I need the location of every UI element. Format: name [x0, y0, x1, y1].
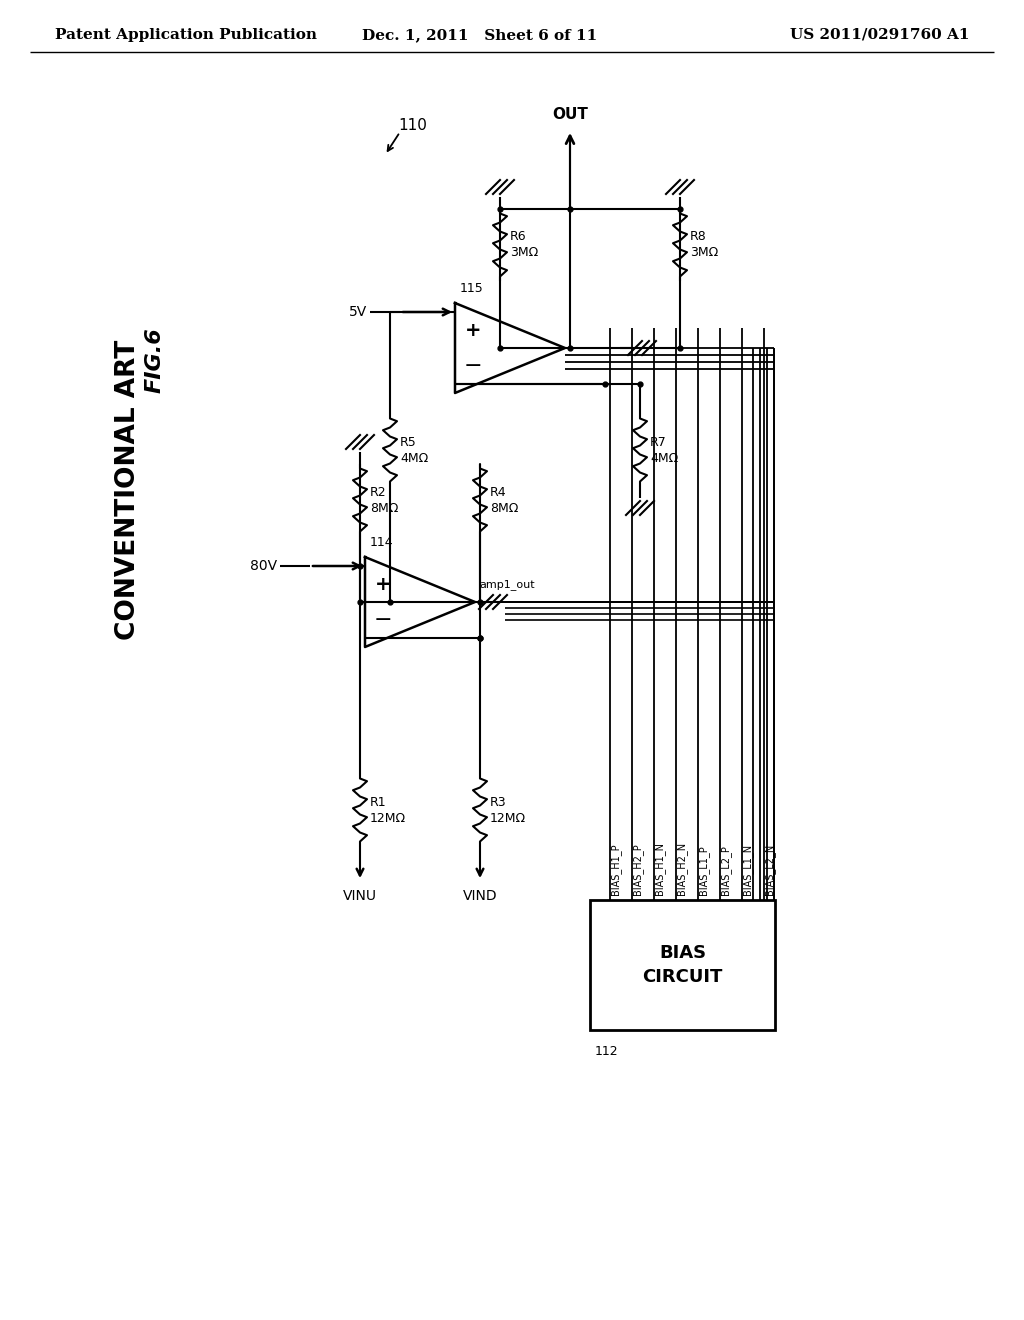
Text: 80V: 80V — [250, 558, 278, 573]
Text: R7: R7 — [650, 436, 667, 449]
Text: BIAS_H1_P: BIAS_H1_P — [610, 843, 621, 895]
Text: R6: R6 — [510, 231, 526, 243]
Text: BIAS_L2_P: BIAS_L2_P — [720, 845, 731, 895]
Text: BIAS_H2_N: BIAS_H2_N — [676, 842, 687, 895]
Text: FIG.6: FIG.6 — [145, 327, 165, 393]
Text: US 2011/0291760 A1: US 2011/0291760 A1 — [791, 28, 970, 42]
Text: 114: 114 — [370, 536, 393, 549]
Text: 8MΩ: 8MΩ — [370, 502, 398, 515]
Text: 8MΩ: 8MΩ — [490, 502, 518, 515]
Text: +: + — [375, 574, 391, 594]
Text: Dec. 1, 2011   Sheet 6 of 11: Dec. 1, 2011 Sheet 6 of 11 — [362, 28, 598, 42]
Text: 3MΩ: 3MΩ — [510, 247, 539, 260]
Text: R4: R4 — [490, 486, 507, 499]
Text: BIAS_L1_N: BIAS_L1_N — [742, 843, 753, 895]
Text: 4MΩ: 4MΩ — [650, 451, 678, 465]
Text: R2: R2 — [370, 486, 387, 499]
Text: −: − — [374, 610, 392, 630]
Text: 12MΩ: 12MΩ — [490, 812, 526, 825]
Text: R1: R1 — [370, 796, 387, 808]
Text: BIAS_H2_P: BIAS_H2_P — [632, 843, 643, 895]
Text: 5V: 5V — [349, 305, 367, 319]
Text: 12MΩ: 12MΩ — [370, 812, 407, 825]
Text: CONVENTIONAL ART: CONVENTIONAL ART — [115, 339, 141, 640]
Text: 112: 112 — [595, 1045, 618, 1059]
Text: +: + — [465, 321, 481, 339]
Text: 4MΩ: 4MΩ — [400, 451, 428, 465]
Text: BIAS_L2_N: BIAS_L2_N — [764, 843, 775, 895]
Text: VIND: VIND — [463, 888, 498, 903]
Text: BIAS_L1_P: BIAS_L1_P — [698, 845, 709, 895]
Text: VINU: VINU — [343, 888, 377, 903]
Bar — [590, 900, 775, 1030]
Text: R8: R8 — [690, 231, 707, 243]
Text: 110: 110 — [398, 117, 427, 132]
Text: OUT: OUT — [552, 107, 588, 121]
Text: 3MΩ: 3MΩ — [690, 247, 718, 260]
Text: amp1_out: amp1_out — [479, 579, 535, 590]
Text: BIAS
CIRCUIT: BIAS CIRCUIT — [642, 944, 723, 986]
Text: Patent Application Publication: Patent Application Publication — [55, 28, 317, 42]
Text: BIAS_H1_N: BIAS_H1_N — [654, 842, 665, 895]
Text: R3: R3 — [490, 796, 507, 808]
Text: R5: R5 — [400, 436, 417, 449]
Text: −: − — [464, 356, 482, 376]
Text: 115: 115 — [460, 282, 483, 294]
